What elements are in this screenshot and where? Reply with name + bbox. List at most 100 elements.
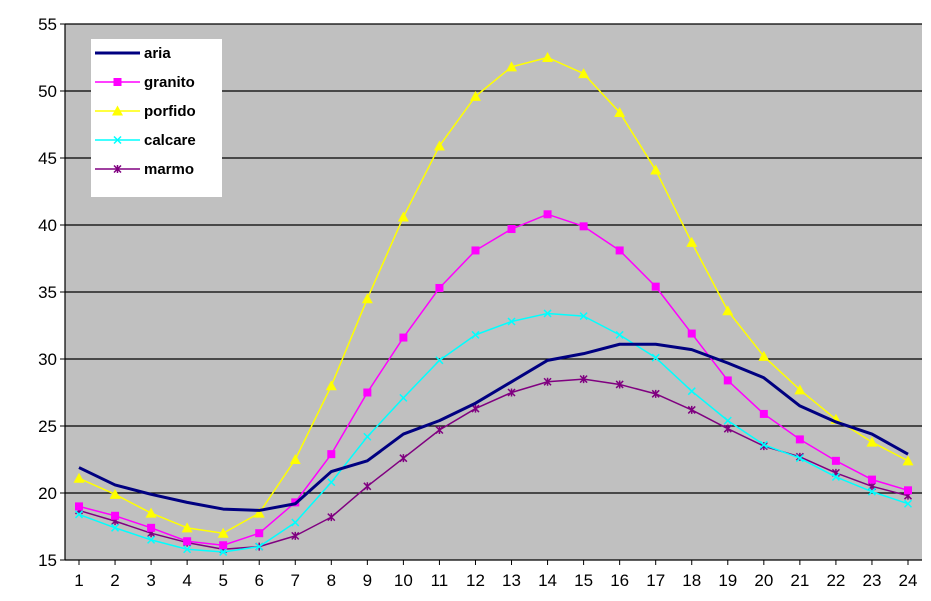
x-tick-label: 18 [682,571,701,590]
marmo-point [543,377,552,386]
y-tick-label: 15 [38,551,57,570]
legend-item-porfido: porfido [95,103,196,120]
legend-marker [113,135,122,145]
calcare-point [831,472,840,481]
x-axis-ticks: 1 2 3 4 5 6 7 8 9 10 11 12 13 14 15 16 17 18 19 20 21 22 23 24 [65,559,922,590]
granito-point [363,388,372,397]
porfido-point [469,90,481,101]
porfido-point [73,472,85,483]
granito-point [651,282,660,291]
marmo-point [291,531,300,540]
calcare-point [615,330,624,339]
granito-point [615,246,624,255]
granito-point [75,502,83,511]
series-porfido [73,52,914,538]
x-tick-label: 6 [254,571,263,590]
granito-point [507,225,516,234]
calcare-line [78,312,909,553]
porfido-point [325,380,337,391]
calcare-point [291,518,300,527]
x-tick-label: 10 [394,571,413,590]
legend-item-marmo: marmo [95,161,194,178]
porfido-point [794,384,806,395]
granito-point [255,529,264,538]
porfido-point [433,140,445,151]
calcare-point [543,309,552,318]
legend: aria granito porfido calcare marmo [91,39,222,197]
gridlines [65,23,922,494]
granito-point [111,511,120,520]
x-tick-label: 16 [610,571,629,590]
marmo-point [327,513,336,522]
granito-point [183,537,192,546]
granito-point [795,435,804,444]
porfido-point [289,454,301,464]
marmo-point [687,405,696,414]
y-tick-label: 55 [38,15,57,34]
legend-marker [113,78,122,86]
x-tick-label: 22 [826,571,845,590]
porfido-line [78,56,909,534]
y-tick-label: 30 [38,350,57,369]
calcare-point [147,535,156,544]
granito-point [435,283,444,292]
marmo-point [399,454,408,463]
porfido-point [722,305,734,316]
marmo-point [723,424,732,433]
y-tick-label: 50 [38,82,57,101]
x-tick-label: 24 [899,571,918,590]
y-tick-label: 20 [38,484,57,503]
legend-item-calcare: calcare [95,132,196,149]
porfido-point [253,507,265,518]
x-tick-label: 20 [754,571,773,590]
legend-label: aria [144,45,171,62]
porfido-point [145,507,157,518]
x-tick-label: 15 [574,571,593,590]
calcare-point [255,542,264,551]
marmo-point [615,380,624,389]
porfido-point [181,522,193,533]
aria-line [78,342,909,512]
legend-label: porfido [144,103,196,120]
granito-point [723,376,732,385]
legend-box [91,39,222,197]
granito-point [579,222,588,231]
porfido-point [217,527,229,538]
porfido-point [902,455,914,466]
granito-point [867,475,876,484]
marmo-point [471,404,480,413]
marmo-point [363,482,372,491]
calcare-point [795,454,804,463]
granito-line [78,213,909,547]
porfido-point [397,211,409,222]
granito-point [219,541,228,550]
granito-point [327,450,336,459]
granito-point [147,523,156,532]
x-tick-label: 23 [862,571,881,590]
legend-label: calcare [144,132,196,149]
legend-marker [112,105,123,116]
y-axis-ticks: 15 20 25 30 35 40 45 50 55 [38,15,66,570]
calcare-point [759,440,768,449]
calcare-point [579,312,588,321]
porfido-point [614,106,626,117]
porfido-point [109,488,121,499]
calcare-point [507,317,516,326]
granito-point [759,409,768,418]
x-tick-label: 5 [218,571,227,590]
x-tick-label: 17 [646,571,665,590]
calcare-point [111,523,120,532]
porfido-point [542,52,554,62]
y-tick-label: 25 [38,417,57,436]
x-tick-label: 14 [538,571,557,590]
granito-point [831,456,840,465]
calcare-point [867,487,876,496]
y-tick-label: 35 [38,283,57,302]
calcare-point [903,499,913,508]
marmo-point [579,375,588,384]
granito-point [687,329,696,338]
y-tick-label: 45 [38,149,57,168]
series-layer [73,52,914,556]
legend-marker [113,164,122,174]
